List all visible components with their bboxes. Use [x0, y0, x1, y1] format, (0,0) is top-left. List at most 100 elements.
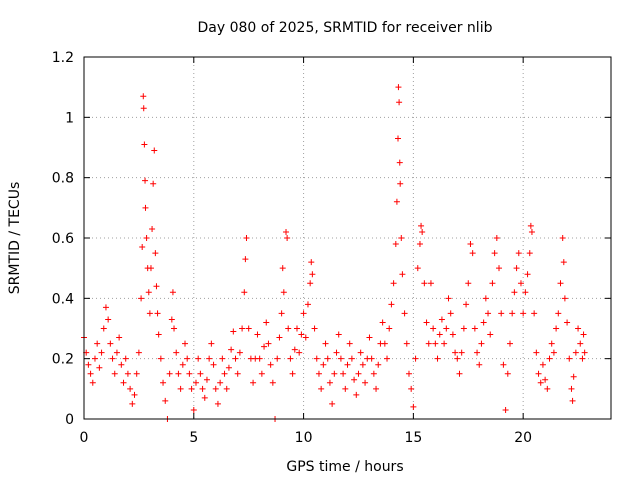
data-point — [329, 400, 336, 407]
data-point — [140, 105, 147, 112]
data-point — [542, 376, 549, 383]
data-point — [526, 250, 533, 257]
data-point — [458, 349, 465, 356]
data-point — [434, 355, 441, 362]
data-point — [308, 259, 315, 266]
data-point — [513, 265, 520, 272]
data-point — [390, 280, 397, 287]
y-tick-label: 0.6 — [52, 231, 74, 247]
data-point — [504, 370, 511, 377]
data-point — [418, 222, 425, 229]
data-point — [522, 289, 529, 296]
data-point — [242, 256, 249, 263]
data-point — [118, 361, 125, 368]
data-point — [265, 340, 272, 347]
data-point — [291, 346, 298, 353]
data-point — [160, 379, 167, 386]
x-axis-label: GPS time / hours — [286, 459, 403, 475]
data-point — [386, 325, 393, 332]
data-point — [469, 250, 476, 257]
data-point — [228, 346, 235, 353]
data-point — [311, 325, 318, 332]
data-point — [197, 370, 204, 377]
data-point — [201, 394, 208, 401]
data-point — [153, 283, 160, 290]
data-point — [168, 316, 175, 323]
data-point — [142, 177, 149, 184]
data-point — [274, 355, 281, 362]
data-point — [496, 265, 503, 272]
data-point — [326, 379, 333, 386]
data-point — [346, 340, 353, 347]
y-tick-label: 0 — [65, 412, 74, 428]
data-point — [403, 340, 410, 347]
data-point — [284, 235, 291, 241]
data-point — [105, 316, 112, 323]
data-point — [96, 364, 103, 371]
data-point — [217, 379, 224, 386]
data-point — [416, 241, 423, 248]
data-point — [408, 385, 415, 392]
data-point — [436, 331, 443, 338]
data-point — [261, 343, 268, 350]
data-point — [145, 289, 152, 296]
data-point — [208, 340, 215, 347]
data-point — [131, 391, 138, 398]
data-point — [368, 355, 375, 362]
data-point — [203, 376, 210, 383]
data-point — [355, 370, 362, 377]
data-point — [234, 370, 241, 377]
data-point — [307, 280, 314, 287]
data-point — [398, 235, 405, 241]
data-point — [221, 370, 228, 377]
data-point — [331, 370, 338, 377]
data-point — [122, 355, 129, 362]
data-point — [157, 355, 164, 362]
data-point — [263, 319, 270, 326]
data-point — [489, 280, 496, 287]
data-point — [85, 361, 92, 368]
data-points — [81, 84, 588, 422]
data-point — [546, 355, 553, 362]
data-point — [396, 99, 403, 106]
data-point — [430, 325, 437, 332]
data-point — [460, 325, 467, 332]
data-point — [557, 280, 564, 287]
data-point — [155, 331, 162, 338]
data-point — [149, 225, 156, 232]
data-point — [267, 361, 274, 368]
data-point — [154, 310, 161, 317]
data-point — [230, 328, 237, 335]
data-point — [300, 310, 307, 317]
data-point — [539, 361, 546, 368]
data-point — [405, 370, 412, 377]
data-point — [166, 370, 173, 377]
x-tick-label: 15 — [404, 430, 422, 446]
data-point — [579, 355, 586, 362]
data-point — [478, 340, 485, 347]
data-point — [570, 373, 577, 380]
data-point — [225, 364, 232, 371]
data-point — [553, 325, 560, 332]
data-point — [107, 340, 114, 347]
data-point — [309, 271, 316, 278]
data-point — [395, 135, 402, 142]
data-point — [138, 295, 145, 302]
data-point — [531, 310, 538, 317]
data-point — [423, 319, 430, 326]
data-point — [287, 355, 294, 362]
data-point — [195, 355, 202, 362]
data-point — [151, 147, 158, 154]
data-point — [561, 295, 568, 302]
data-point — [467, 241, 474, 248]
data-point — [186, 370, 193, 377]
y-tick-label: 0.2 — [52, 352, 74, 368]
y-tick-label: 1 — [65, 110, 74, 126]
data-point — [509, 310, 516, 317]
x-tick-label: 20 — [514, 430, 532, 446]
data-point — [421, 280, 428, 287]
data-point — [254, 331, 261, 338]
data-point — [289, 370, 296, 377]
y-tick-label: 1.2 — [52, 50, 74, 66]
data-point — [491, 250, 498, 257]
